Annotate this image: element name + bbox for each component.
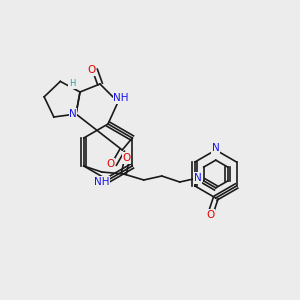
Text: NH: NH (94, 177, 110, 187)
Text: O: O (123, 153, 131, 163)
Text: N: N (194, 173, 202, 183)
Text: N: N (69, 109, 77, 119)
Text: H: H (69, 80, 75, 88)
Text: O: O (87, 65, 95, 75)
Text: O: O (106, 159, 114, 169)
Text: NH: NH (113, 93, 129, 103)
Text: N: N (212, 143, 220, 153)
Text: O: O (207, 210, 215, 220)
